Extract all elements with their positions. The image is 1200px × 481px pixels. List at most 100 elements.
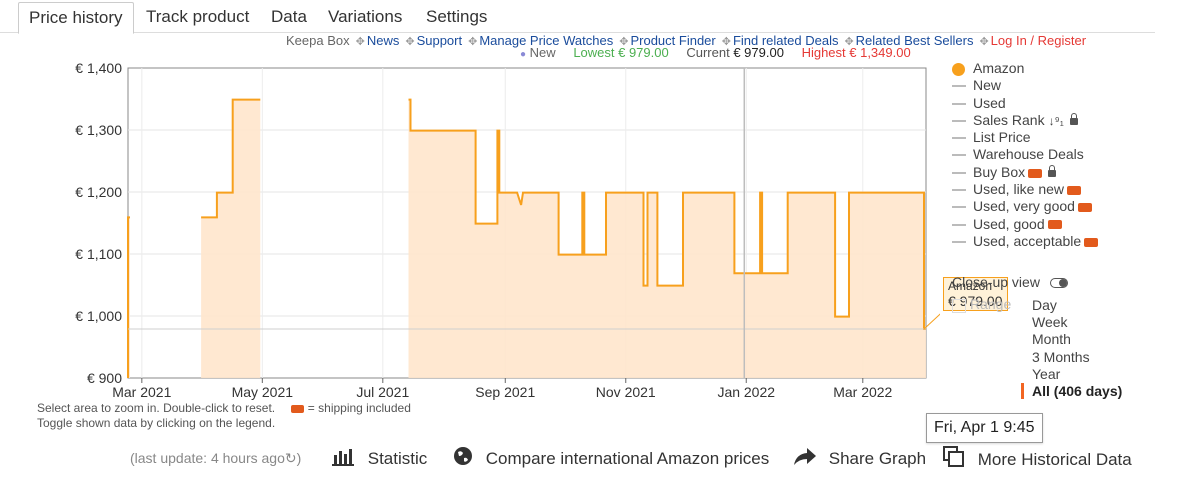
range-option-month[interactable]: Month [1032, 331, 1071, 348]
stat-current-label: Current [686, 45, 730, 60]
support-link[interactable]: Support [416, 33, 463, 48]
amazon-price-line [201, 98, 261, 219]
news-link[interactable]: News [366, 33, 400, 48]
tab-price-history[interactable]: Price history [18, 2, 134, 34]
diamond-icon: ✥ [619, 36, 629, 48]
y-tick-label: € 900 [87, 370, 122, 386]
best-sellers-link[interactable]: Related Best Sellers [855, 33, 974, 48]
product-finder-link[interactable]: Product Finder [630, 33, 716, 48]
new-dot-icon: ● [520, 49, 527, 60]
stat-highest: Highest € 1,349.00 [801, 45, 911, 60]
x-axis: Mar 2021 May 2021 Jul 2021 Sep 2021 Nov 2021… [112, 378, 893, 400]
legend-line-icon [952, 137, 966, 140]
link-row: Keepa Box ✥ News ✥ Support ✥ Manage Price Watc… [286, 33, 1088, 48]
statistic-label: Statistic [367, 448, 428, 468]
bottom-toolbar: (last update: 4 hours ago↻) Statistic Co… [0, 446, 1200, 470]
tab-track-product[interactable]: Track product [146, 7, 250, 26]
closeup-label: Close-up view [952, 274, 1040, 290]
x-tick-label: Jan 2022 [717, 384, 775, 400]
truck-icon [1077, 203, 1092, 213]
globe-icon [453, 446, 473, 473]
legend-item-used[interactable]: Used [952, 95, 1098, 112]
range-option-year[interactable]: Year [1032, 365, 1061, 382]
note-zoom: Select area to zoom in. Double-click to … [37, 401, 276, 415]
legend-label: Used, very good [973, 198, 1075, 215]
range-label: Range [970, 296, 1012, 312]
last-update: (last update: 4 hours ago↻) [130, 446, 301, 470]
stat-lowest: Lowest € 979.00 [573, 45, 669, 60]
legend-line-icon [952, 102, 966, 105]
x-tick-label: Mar 2022 [833, 384, 892, 400]
y-tick-label: € 1,000 [75, 308, 122, 324]
amazon-line [127, 98, 926, 378]
diamond-icon: ✥ [405, 36, 415, 48]
range-checkbox[interactable] [952, 299, 966, 313]
truck-icon [1028, 168, 1043, 178]
legend-item-amazon[interactable]: Amazon [952, 60, 1098, 77]
refresh-icon[interactable]: ↻) [284, 450, 302, 466]
statistic-button[interactable]: Statistic [331, 446, 427, 473]
tab-settings[interactable]: Settings [426, 7, 488, 26]
range-option-all-406-days[interactable]: All (406 days) [1020, 382, 1123, 400]
legend-item-buy-box[interactable]: Buy Box [952, 164, 1098, 181]
legend-line-icon [952, 85, 966, 88]
chart-notes: Select area to zoom in. Double-click to … [37, 401, 411, 431]
bar-chart-icon [331, 446, 355, 473]
tooltip-connector [923, 313, 940, 330]
sort-icon[interactable]: ↓⁹₁ [1048, 113, 1064, 128]
lock-icon [1069, 112, 1078, 125]
diamond-icon: ✥ [468, 36, 478, 48]
legend-item-used-acceptable[interactable]: Used, acceptable [952, 233, 1099, 250]
compare-prices-button[interactable]: Compare international Amazon prices [453, 446, 769, 473]
legend-line-icon [952, 119, 966, 122]
chart-legend: Amazon New Used Sales Rank ↓⁹₁ List Price Ware… [952, 60, 1099, 250]
legend-line-icon [952, 154, 966, 157]
price-stats: ● New Lowest € 979.00 Current € 979.00 H… [520, 45, 911, 60]
diamond-icon: ✥ [844, 36, 854, 48]
truck-icon [1067, 185, 1082, 195]
range-option-week[interactable]: Week [1032, 314, 1068, 331]
price-chart[interactable]: € 900 € 1,000 € 1,100 € 1,200 € 1,300 € 1,400… [0, 0, 940, 400]
compare-label: Compare international Amazon prices [485, 448, 770, 468]
amazon-area-segment [201, 99, 261, 378]
legend-dot-icon [952, 63, 965, 76]
legend-line-icon [952, 223, 966, 226]
manage-watches-link[interactable]: Manage Price Watches [479, 33, 614, 48]
legend-label: New [973, 77, 1002, 94]
legend-item-used-very-good[interactable]: Used, very good [952, 198, 1098, 215]
legend-item-list-price[interactable]: List Price [952, 129, 1098, 146]
keepa-box-link[interactable]: Keepa Box [286, 33, 350, 48]
toggle-switch-icon[interactable] [1049, 278, 1068, 289]
diamond-icon: ✥ [355, 36, 365, 48]
x-tick-label: May 2021 [232, 384, 294, 400]
legend-item-new[interactable]: New [952, 77, 1098, 94]
tab-variations[interactable]: Variations [328, 7, 403, 26]
y-tick-label: € 1,400 [75, 60, 122, 76]
x-tick-label: Jul 2021 [356, 384, 409, 400]
range-option-3-months[interactable]: 3 Months [1032, 348, 1090, 365]
tooltip-price: € 979.00 [948, 293, 1003, 309]
legend-item-used-good[interactable]: Used, good [952, 216, 1098, 233]
share-arrow-icon [793, 446, 817, 473]
legend-label: Used [973, 94, 1006, 111]
diamond-icon: ✥ [721, 36, 731, 48]
diamond-icon: ✥ [979, 36, 989, 48]
login-link[interactable]: Log In / Register [990, 33, 1087, 48]
amazon-price-line [127, 216, 130, 378]
legend-label: Sales Rank [973, 111, 1045, 128]
x-tick-label: Sep 2021 [475, 384, 535, 400]
y-tick-label: € 1,100 [75, 246, 122, 262]
related-deals-link[interactable]: Find related Deals [732, 33, 839, 48]
more-historical-button[interactable]: More Historical Data [943, 446, 1132, 475]
legend-item-used-like-new[interactable]: Used, like new [952, 181, 1098, 198]
legend-item-sales-rank[interactable]: Sales Rank ↓⁹₁ [952, 112, 1098, 129]
closeup-view-toggle[interactable]: Close-up view [952, 274, 1068, 290]
tab-data[interactable]: Data [271, 7, 307, 26]
share-graph-button[interactable]: Share Graph [793, 446, 926, 473]
range-option-day[interactable]: Day [1032, 297, 1057, 313]
x-tick-label: Nov 2021 [596, 384, 656, 400]
legend-item-warehouse-deals[interactable]: Warehouse Deals [952, 146, 1098, 163]
amazon-area-segment [408, 99, 926, 378]
y-tick-label: € 1,300 [75, 122, 122, 138]
legend-line-icon [952, 206, 966, 209]
